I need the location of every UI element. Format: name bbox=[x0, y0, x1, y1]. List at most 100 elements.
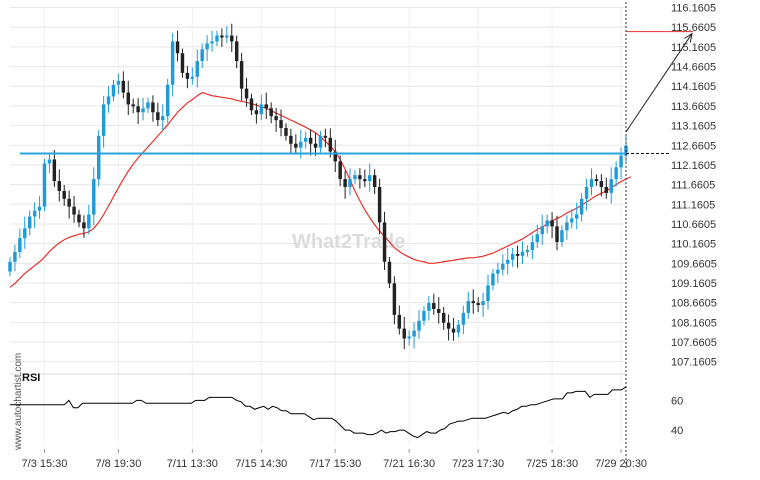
candle-body bbox=[328, 137, 333, 152]
candle-body bbox=[481, 301, 485, 306]
candle-body bbox=[72, 206, 76, 215]
candle-body bbox=[510, 253, 515, 260]
candle-body bbox=[407, 336, 411, 339]
rsi-tick-label: 60 bbox=[671, 395, 683, 407]
price-tick-label: 112.6605 bbox=[671, 140, 716, 152]
candle-body bbox=[180, 53, 185, 73]
time-tick-label: 7/11 13:30 bbox=[167, 458, 218, 470]
candles bbox=[8, 23, 628, 350]
candle-body bbox=[225, 35, 229, 38]
candle-body bbox=[87, 214, 91, 229]
candle-body bbox=[427, 303, 431, 311]
candle-body bbox=[343, 179, 347, 187]
candle-body bbox=[141, 108, 145, 113]
candle-body bbox=[614, 167, 618, 180]
candle-body bbox=[496, 269, 500, 274]
candle-body bbox=[501, 263, 505, 270]
candle-body bbox=[294, 143, 298, 148]
candle-body bbox=[210, 41, 214, 44]
candle-body bbox=[476, 303, 480, 306]
candle-body bbox=[47, 159, 52, 164]
candle-body bbox=[220, 35, 224, 38]
price-tick-label: 108.1605 bbox=[671, 317, 717, 329]
rsi-label: RSI bbox=[22, 372, 40, 384]
candle-body bbox=[594, 179, 599, 182]
candle-body bbox=[333, 151, 337, 162]
watermark-brand: What2Trade bbox=[292, 231, 405, 253]
time-tick-label: 7/25 18:30 bbox=[526, 458, 578, 470]
candle-body bbox=[13, 251, 17, 262]
candle-body bbox=[185, 72, 190, 79]
candle-body bbox=[116, 80, 121, 85]
candle-body bbox=[161, 116, 165, 121]
candle-body bbox=[323, 135, 328, 138]
rsi-series-line bbox=[10, 386, 627, 439]
candle-body bbox=[165, 84, 170, 117]
candle-body bbox=[417, 320, 421, 331]
candle-body bbox=[441, 312, 446, 323]
candle-body bbox=[515, 253, 520, 256]
price-tick-label: 116.1605 bbox=[671, 3, 716, 15]
candle-body bbox=[254, 110, 259, 115]
candle-body bbox=[299, 141, 303, 148]
candle-body bbox=[609, 179, 613, 193]
candle-body bbox=[397, 314, 402, 329]
candle-body bbox=[111, 84, 116, 97]
candle-body bbox=[387, 261, 392, 284]
candle-body bbox=[205, 43, 209, 50]
candle-body bbox=[589, 179, 594, 187]
candle-body bbox=[358, 175, 362, 180]
time-tick-label: 7/8 19:30 bbox=[95, 458, 141, 470]
candle-body bbox=[461, 312, 466, 325]
candle-body bbox=[106, 96, 111, 105]
candle-body bbox=[550, 220, 554, 227]
price-tick-label: 107.6605 bbox=[671, 337, 717, 349]
candle-body bbox=[239, 61, 244, 89]
candle-body bbox=[92, 179, 96, 215]
candle-body bbox=[82, 222, 86, 229]
candle-body bbox=[190, 76, 195, 79]
candle-body bbox=[491, 273, 495, 286]
candle-body bbox=[313, 143, 318, 148]
candle-body bbox=[456, 324, 461, 333]
candle-body bbox=[274, 116, 278, 121]
candle-body bbox=[284, 127, 288, 136]
candle-body bbox=[506, 259, 510, 264]
price-tick-label: 111.6605 bbox=[671, 180, 715, 192]
candle-body bbox=[170, 41, 175, 85]
candle-body bbox=[308, 137, 313, 144]
time-tick-label: 7/15 14:30 bbox=[235, 458, 287, 470]
candle-body bbox=[382, 222, 387, 262]
time-tick-label: 7/29 20:30 bbox=[595, 458, 647, 470]
candle-body bbox=[96, 135, 101, 180]
candle-body bbox=[466, 301, 471, 313]
candle-body bbox=[446, 322, 451, 329]
candle-body bbox=[604, 187, 609, 193]
candle-body bbox=[195, 61, 199, 77]
candle-body bbox=[23, 228, 27, 239]
price-tick-label: 114.1605 bbox=[671, 81, 716, 93]
candle-body bbox=[62, 190, 66, 199]
candle-body bbox=[8, 261, 12, 272]
watermark: What2Trade www.autochartist.com bbox=[13, 231, 405, 451]
candle-body bbox=[146, 102, 150, 109]
candle-body bbox=[234, 41, 239, 62]
price-tick-label: 110.6605 bbox=[671, 219, 716, 231]
rsi-axis: 60 40 bbox=[671, 395, 683, 437]
candle-body bbox=[27, 216, 32, 229]
candle-body bbox=[156, 112, 160, 121]
candle-body bbox=[471, 301, 475, 304]
price-tick-label: 109.1605 bbox=[671, 278, 717, 290]
candle-body bbox=[348, 179, 352, 187]
candle-body bbox=[303, 137, 308, 142]
candle-body bbox=[289, 135, 293, 144]
candle-body bbox=[540, 226, 544, 235]
candle-body bbox=[372, 175, 377, 187]
projection-arrow-head bbox=[684, 32, 693, 43]
candle-body bbox=[565, 222, 569, 231]
candle-body bbox=[530, 242, 535, 250]
candle-body bbox=[422, 310, 426, 321]
candle-body bbox=[535, 234, 540, 243]
candle-body bbox=[318, 135, 323, 148]
